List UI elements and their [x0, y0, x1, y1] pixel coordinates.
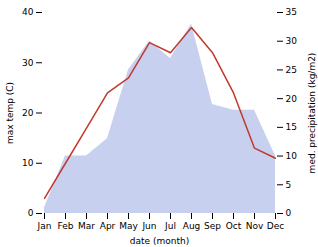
svg-text:Oct: Oct: [226, 221, 242, 231]
svg-text:Dec: Dec: [267, 221, 284, 231]
svg-text:Nov: Nov: [246, 221, 264, 231]
svg-text:25: 25: [286, 65, 297, 75]
svg-text:date (month): date (month): [130, 236, 189, 246]
svg-text:Jul: Jul: [164, 221, 176, 231]
svg-text:Apr: Apr: [100, 221, 116, 231]
svg-text:Jan: Jan: [37, 221, 52, 231]
svg-text:0: 0: [28, 208, 34, 218]
svg-text:35: 35: [286, 7, 297, 17]
svg-text:5: 5: [286, 180, 292, 190]
svg-text:0: 0: [286, 208, 292, 218]
svg-text:Mar: Mar: [78, 221, 95, 231]
svg-text:30: 30: [22, 58, 34, 68]
svg-text:May: May: [119, 221, 138, 231]
svg-text:Feb: Feb: [58, 221, 74, 231]
svg-text:20: 20: [22, 108, 34, 118]
svg-text:Sep: Sep: [204, 221, 221, 231]
svg-text:20: 20: [286, 94, 298, 104]
svg-text:15: 15: [286, 122, 297, 132]
svg-text:max temp (C): max temp (C): [5, 82, 15, 144]
svg-text:40: 40: [22, 7, 34, 17]
svg-text:10: 10: [22, 158, 34, 168]
svg-text:Jun: Jun: [141, 221, 156, 231]
svg-text:med. precipitation (kg/m2): med. precipitation (kg/m2): [307, 53, 317, 174]
svg-text:10: 10: [286, 151, 298, 161]
svg-text:Aug: Aug: [183, 221, 201, 231]
svg-text:30: 30: [286, 36, 298, 46]
